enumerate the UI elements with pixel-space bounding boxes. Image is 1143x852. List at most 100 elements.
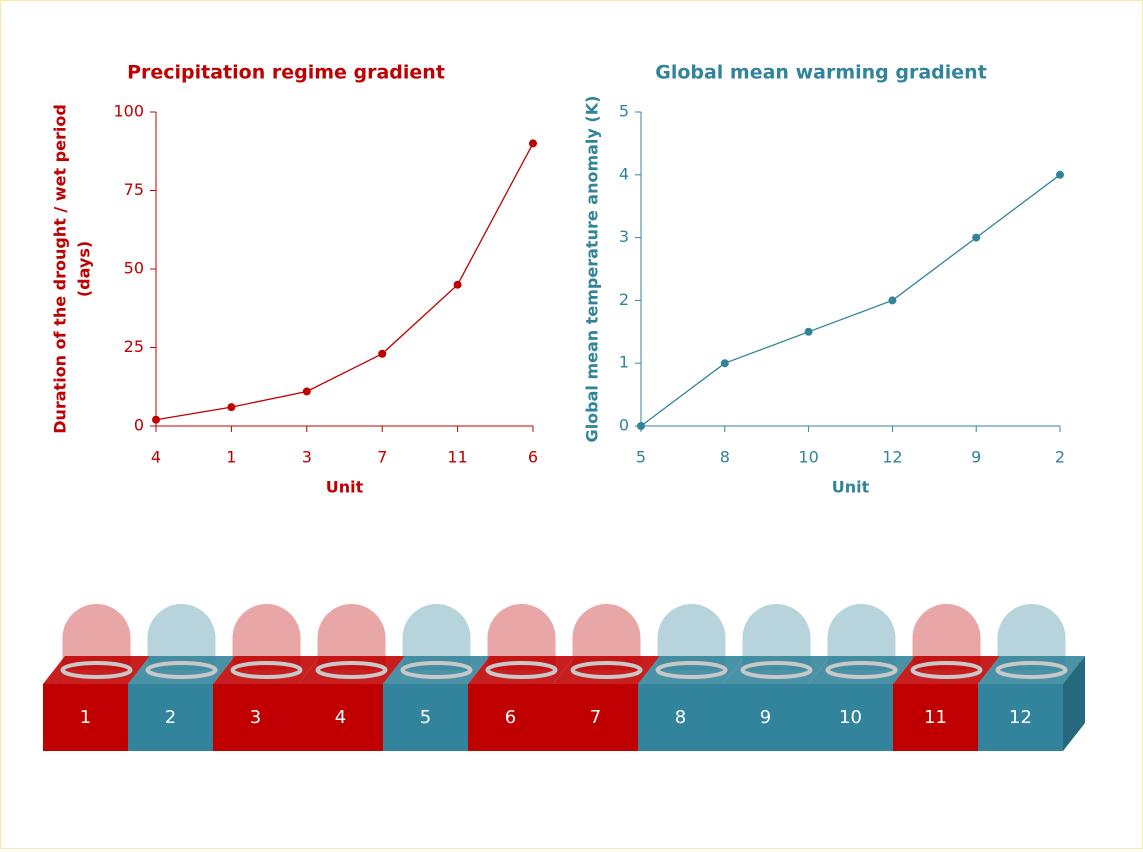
unit-front [43, 684, 128, 751]
y-tick-label: 2 [619, 290, 629, 309]
y-tick-label: 1 [619, 353, 629, 372]
x-tick-label: 6 [528, 448, 538, 467]
data-point [972, 233, 981, 242]
unit-top-shade [893, 656, 1000, 684]
unit-label: 12 [1009, 707, 1032, 728]
unit: 5 [383, 656, 490, 751]
unit-top [298, 656, 405, 684]
dome [487, 604, 556, 670]
y-tick-label: 0 [619, 416, 629, 435]
unit-top [213, 656, 320, 684]
dome [997, 604, 1066, 670]
y-axis-label: Duration of the drought / wet period [51, 104, 70, 434]
dome-ring [910, 661, 983, 679]
y-axis-label: (days) [75, 241, 94, 297]
unit-label: 9 [760, 707, 771, 728]
dome-ring [315, 661, 388, 679]
dome [147, 604, 216, 670]
unit-label: 8 [675, 707, 686, 728]
dome-ring [740, 661, 813, 679]
dome-ring [230, 661, 303, 679]
x-tick-label: 1 [226, 448, 236, 467]
unit-top-shade [298, 656, 405, 684]
unit-label: 1 [80, 707, 91, 728]
dome-ring [400, 661, 473, 679]
data-point [1056, 170, 1064, 179]
data-point [720, 359, 729, 368]
unit-label: 4 [335, 707, 346, 728]
y-tick-label: 5 [619, 102, 629, 121]
x-tick-label: 9 [971, 448, 981, 467]
dome [912, 604, 981, 670]
unit-front [553, 684, 638, 751]
unit-label: 5 [420, 707, 431, 728]
y-tick-label: 0 [134, 416, 144, 435]
dome [572, 604, 641, 670]
dome [827, 604, 896, 670]
dome-ring [485, 661, 558, 679]
unit-front [978, 684, 1063, 751]
unit: 3 [213, 656, 320, 751]
unit: 12 [978, 656, 1085, 751]
unit: 1 [43, 656, 150, 751]
y-tick-label: 4 [619, 164, 629, 183]
unit: 2 [128, 656, 235, 751]
unit-front [383, 684, 468, 751]
x-tick-label: 7 [377, 448, 387, 467]
chart-title: Global mean warming gradient [655, 62, 987, 84]
unit-front [808, 684, 893, 751]
unit: 6 [468, 656, 575, 751]
unit-front [298, 684, 383, 751]
data-point [152, 415, 160, 424]
data-point [888, 296, 897, 305]
x-tick-label: 11 [447, 448, 467, 467]
y-tick-label: 75 [124, 180, 144, 199]
unit-top [638, 656, 745, 684]
unit-top [128, 656, 235, 684]
unit: 8 [638, 656, 745, 751]
x-tick-label: 4 [151, 448, 161, 467]
block-side [1063, 656, 1085, 751]
x-tick-label: 2 [1055, 448, 1065, 467]
unit-top-shade [638, 656, 745, 684]
unit-top-shade [213, 656, 320, 684]
dome [657, 604, 726, 670]
unit-top [43, 656, 150, 684]
unit-top [978, 656, 1085, 684]
unit-top-shade [723, 656, 830, 684]
unit-label: 2 [165, 707, 176, 728]
dome-ring [995, 661, 1068, 679]
block-side-shade [1063, 656, 1085, 751]
dome [62, 604, 131, 670]
dome-ring [655, 661, 728, 679]
unit-top-shade [383, 656, 490, 684]
dome [742, 604, 811, 670]
unit-front [723, 684, 808, 751]
y-tick-label: 3 [619, 227, 629, 246]
unit-top [723, 656, 830, 684]
data-point [804, 327, 813, 336]
data-point [378, 349, 387, 358]
unit-top [808, 656, 915, 684]
y-tick-label: 25 [124, 337, 144, 356]
unit-label: 3 [250, 707, 261, 728]
unit-top [468, 656, 575, 684]
x-axis-label: Unit [832, 478, 870, 497]
unit-top [553, 656, 660, 684]
data-point [529, 139, 537, 148]
unit: 11 [893, 656, 1000, 751]
series-line [155, 143, 534, 421]
x-tick-label: 10 [798, 448, 818, 467]
x-tick-label: 8 [720, 448, 730, 467]
unit: 10 [808, 656, 915, 751]
dome-ring [145, 661, 218, 679]
y-tick-label: 50 [124, 259, 144, 278]
x-tick-label: 5 [636, 448, 646, 467]
unit-front [128, 684, 213, 751]
unit-label: 11 [924, 707, 947, 728]
unit-top [383, 656, 490, 684]
data-point [637, 422, 645, 430]
unit-front [638, 684, 723, 751]
